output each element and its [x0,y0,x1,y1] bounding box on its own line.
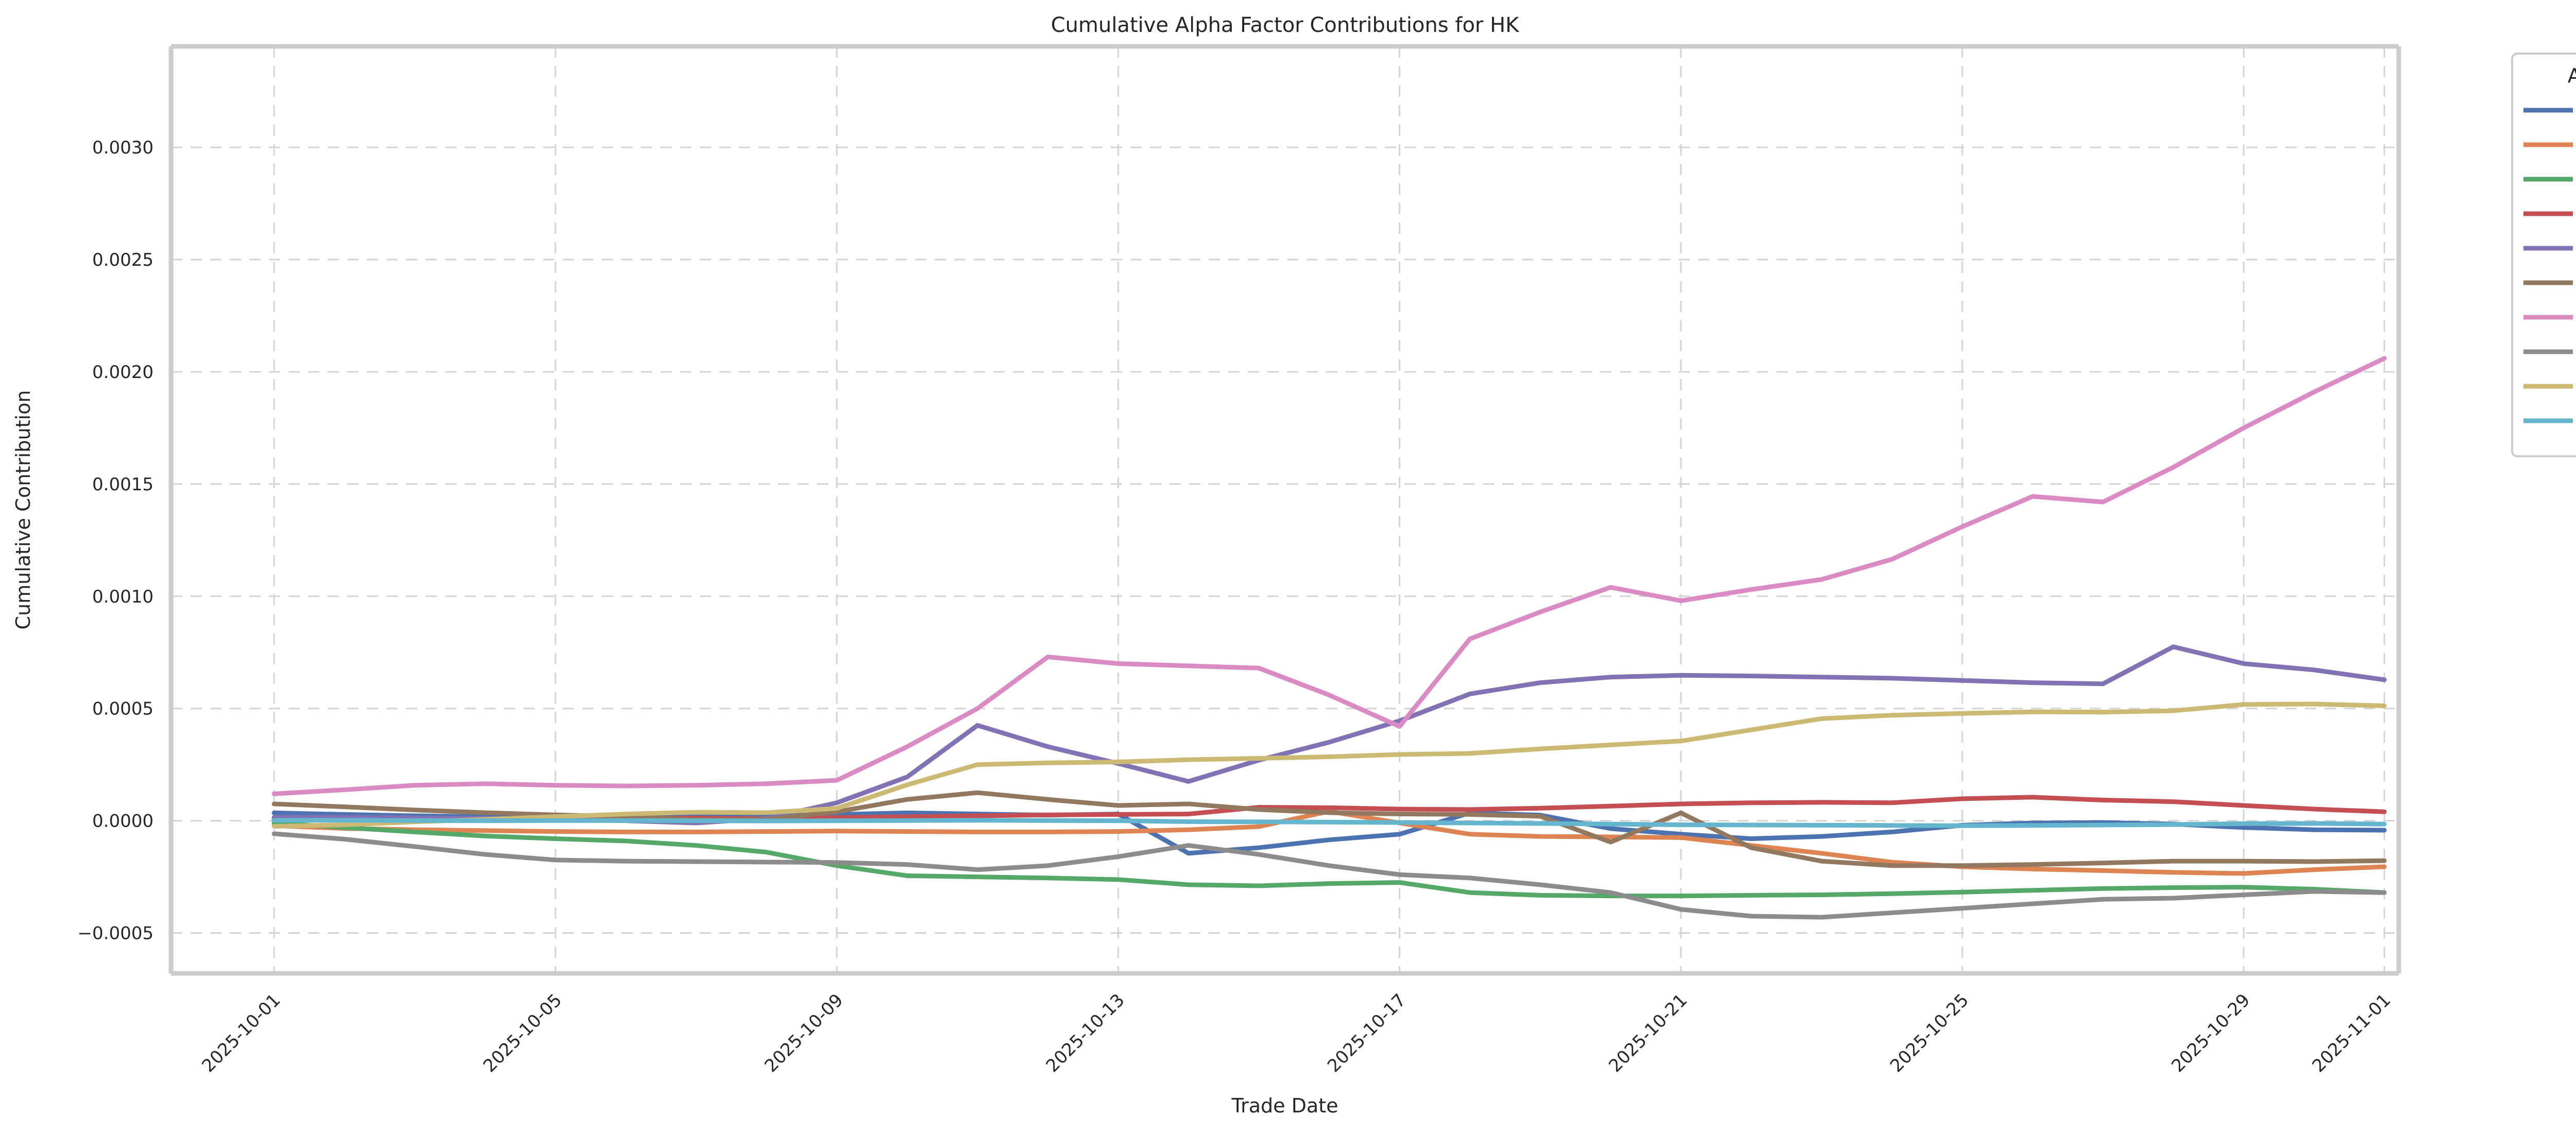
y-tick-label: 0.0025 [92,250,154,270]
legend-item-value_liq[interactable]: value_liq [2523,411,2576,432]
series-line-value_liq [272,818,2387,828]
y-axis-label: Cumulative Contribution [12,390,35,630]
series-line-momentum [272,820,2387,899]
x-axis-label: Trade Date [1231,1094,1338,1117]
chart-title: Cumulative Alpha Factor Contributions fo… [1051,13,1520,37]
legend: Alpha Factor fmom linkage momentum neglect q… [2511,53,2576,457]
plot-area-background [171,46,2399,973]
series-line-stability [272,831,2387,920]
legend-item-value_gc[interactable]: value_gc [2523,377,2576,398]
y-tick-label: 0.0030 [92,138,154,158]
legend-item-neglect[interactable]: neglect [2523,204,2576,225]
legend-item-revision[interactable]: revision [2523,308,2576,329]
legend-item-reversal[interactable]: reversal [2523,273,2576,294]
legend-item-quality[interactable]: quality [2523,239,2576,260]
legend-item-stability[interactable]: stability [2523,342,2576,363]
legend-items: fmom linkage momentum neglect quality reversa… [2523,101,2576,432]
y-tick-label: −0.0005 [78,923,154,944]
series-line-revision [272,356,2387,796]
series-lines-group [272,356,2387,920]
legend-item-momentum[interactable]: momentum [2523,170,2576,191]
y-tick-label: 0.0005 [92,699,154,719]
y-tick-label: 0.0010 [92,587,154,607]
legend-title: Alpha Factor [2568,64,2576,87]
legend-item-linkage[interactable]: linkage [2523,135,2576,156]
legend-frame [2511,53,2576,457]
series-line-reversal [272,790,2387,868]
y-tick-label: 0.0020 [92,362,154,383]
y-tick-labels: −0.0005 0.0000 0.0005 0.0010 0.0015 0.0020 0.0… [78,138,154,944]
axes-spines [168,44,2401,976]
y-tick-label: 0.0000 [92,811,154,832]
y-tick-label: 0.0015 [92,474,154,495]
legend-item-fmom[interactable]: fmom [2523,101,2576,122]
series-line-value_gc [272,701,2387,829]
